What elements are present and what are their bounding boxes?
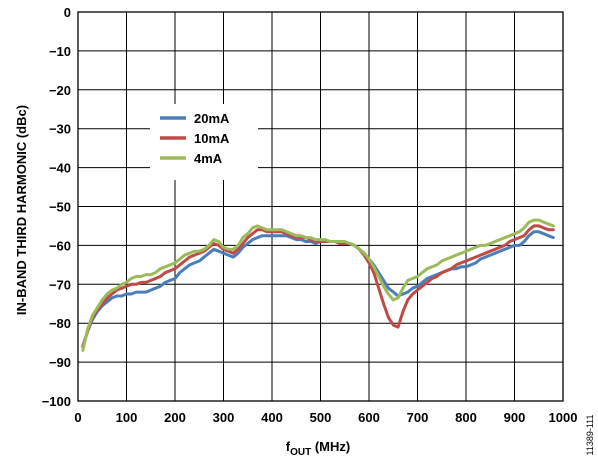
x-tick-label: 200 — [164, 410, 186, 425]
x-tick-label: 300 — [213, 410, 235, 425]
x-tick-label: 500 — [310, 410, 332, 425]
x-tick-label: 400 — [261, 410, 283, 425]
series-group — [83, 220, 554, 350]
x-tick-label: 0 — [74, 410, 81, 425]
x-tick-label: 1000 — [549, 410, 578, 425]
y-tick-label: −100 — [42, 394, 71, 409]
x-tick-label: 900 — [504, 410, 526, 425]
y-tick-label: −70 — [49, 277, 71, 292]
y-tick-label: −10 — [49, 44, 71, 59]
y-tick-label: −30 — [49, 122, 71, 137]
legend: 20mA 10mA 4mA — [150, 104, 258, 180]
y-tick-label: −80 — [49, 316, 71, 331]
y-tick-label: −20 — [49, 83, 71, 98]
y-tick-label: −60 — [49, 238, 71, 253]
y-tick-labels: 0 −10 −20 −30 −40 −50 −60 −70 −80 −90 −100 — [42, 5, 71, 409]
x-axis-title-subscript: OUT — [290, 447, 311, 458]
y-axis-title: IN-BAND THIRD HARMONIC (dBc) — [14, 105, 29, 315]
legend-label-4ma: 4mA — [194, 151, 223, 166]
x-tick-label: 800 — [455, 410, 477, 425]
x-tick-label: 100 — [116, 410, 138, 425]
y-tick-label: 0 — [64, 5, 71, 20]
x-tick-label: 600 — [358, 410, 380, 425]
legend-label-10ma: 10mA — [194, 131, 230, 146]
y-tick-label: −50 — [49, 200, 71, 215]
x-tick-label: 700 — [407, 410, 429, 425]
x-axis-title: fOUT (MHz) — [286, 439, 350, 458]
x-axis-title-unit: (MHz) — [311, 439, 350, 454]
y-tick-label: −40 — [49, 161, 71, 176]
grid — [78, 12, 563, 401]
series-line-20ma — [83, 232, 554, 347]
figure-id: 11389-111 — [585, 414, 595, 455]
legend-label-20ma: 20mA — [194, 111, 230, 126]
y-tick-label: −90 — [49, 355, 71, 370]
series-line-4ma — [83, 220, 554, 350]
x-tick-labels: 0 100 200 300 400 500 600 700 800 900 1000 — [74, 410, 577, 425]
